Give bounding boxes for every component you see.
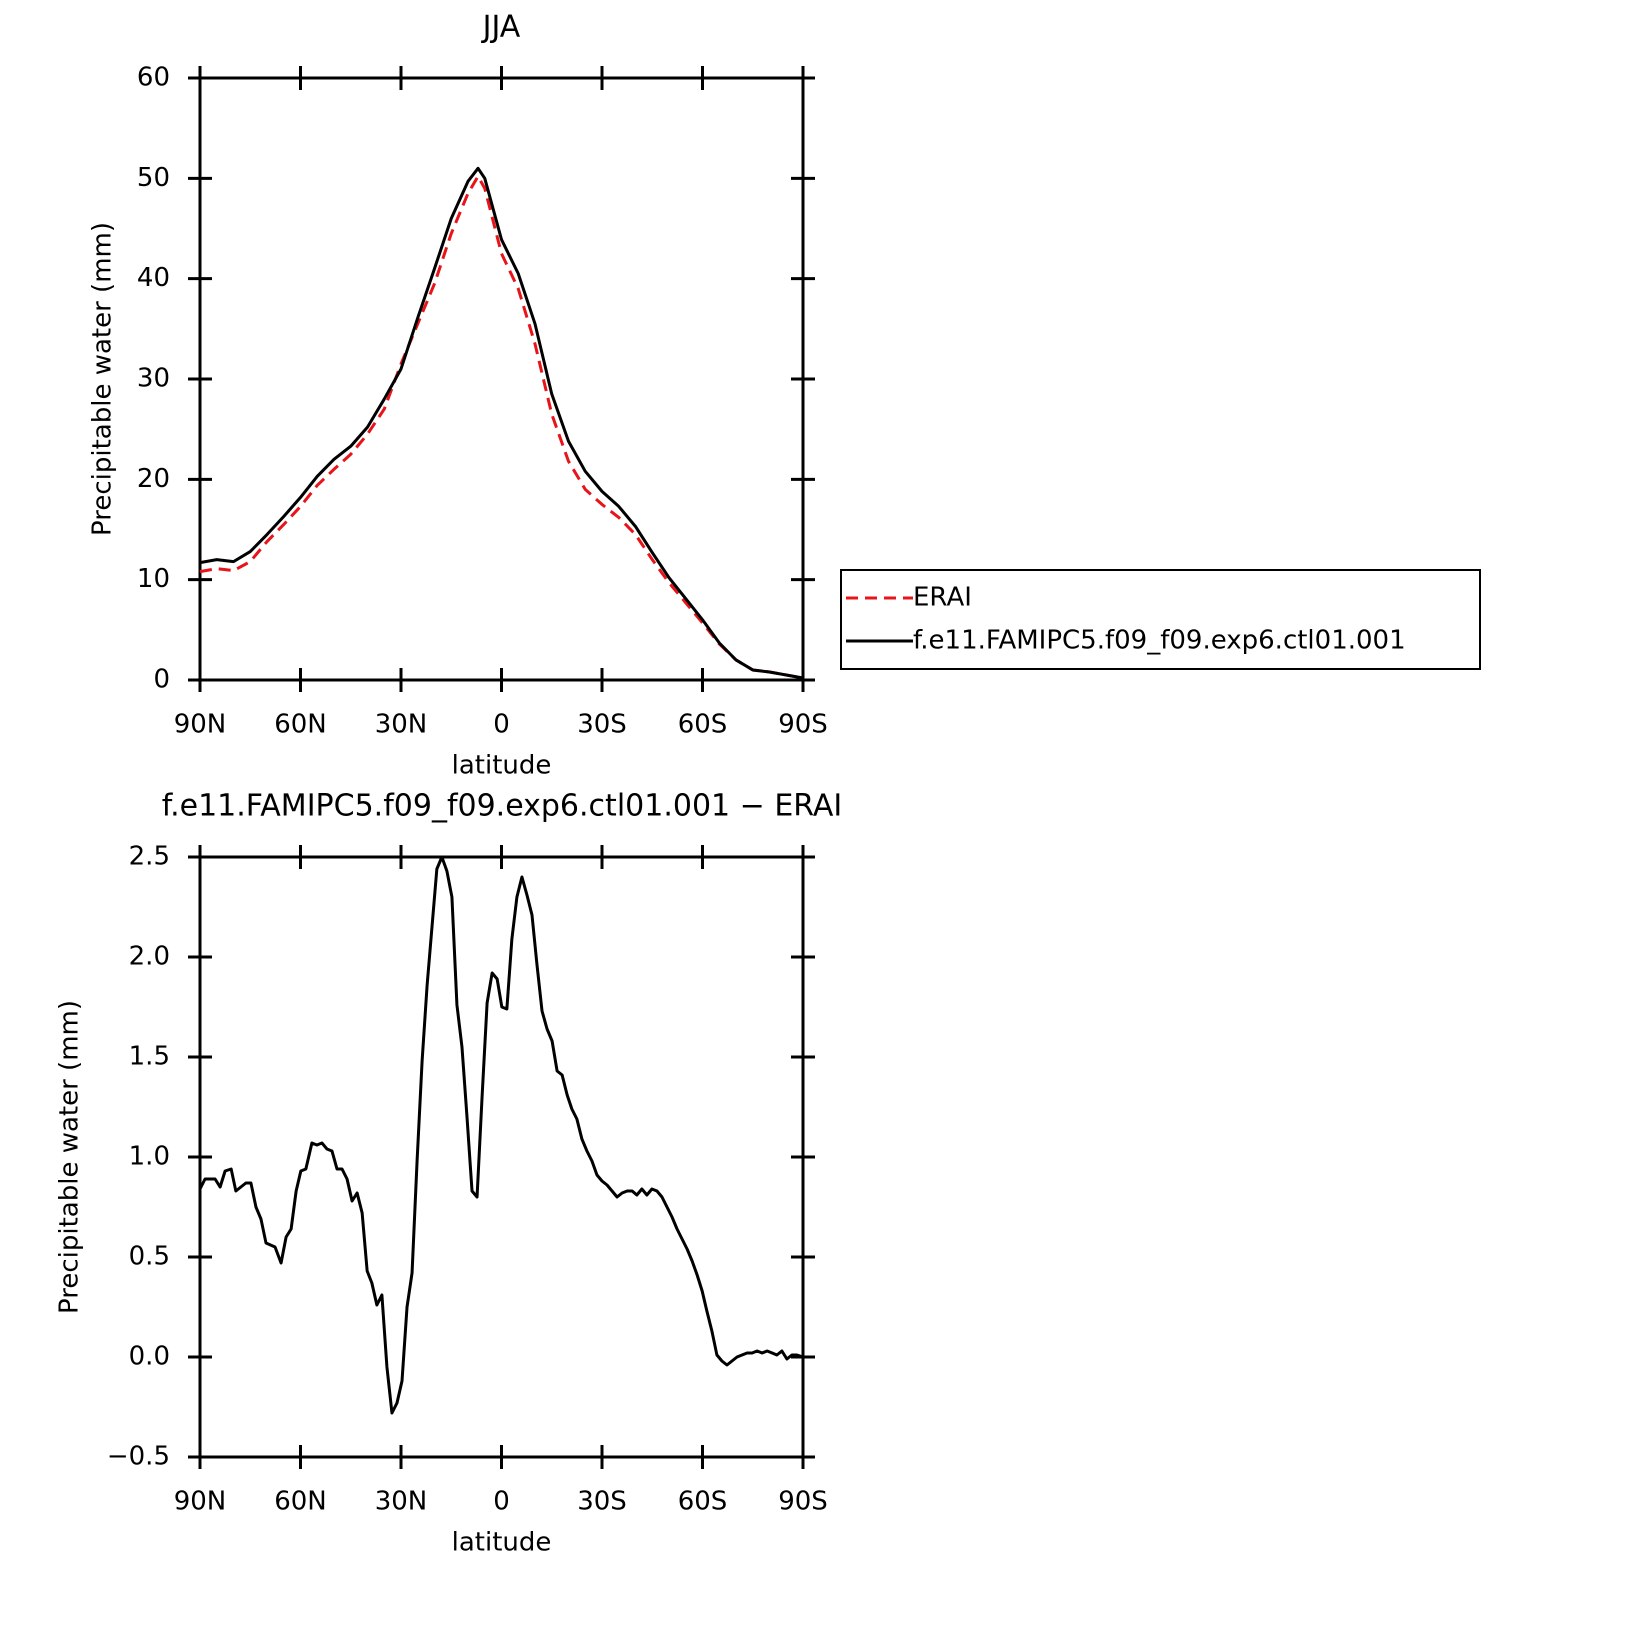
x-tick-label: 30S [577,710,627,740]
x-tick-label: 60S [678,710,728,740]
legend-label: f.e11.FAMIPC5.f09_f09.exp6.ctl01.001 [913,626,1406,656]
plot-frame [198,76,805,682]
y-tick-label: 20 [137,464,170,494]
x-tick-label: 60N [274,710,327,740]
plot-frame [198,855,805,1459]
x-tick-label: 30S [577,1487,627,1517]
y-tick-label: 0.5 [129,1242,170,1272]
data-line [199,166,804,680]
y-axis-label: Precipitable water (mm) [88,222,118,536]
chart-title: f.e11.FAMIPC5.f09_f09.exp6.ctl01.001 − E… [162,789,843,824]
x-axis-label: latitude [452,751,552,781]
y-tick-label: 30 [137,364,170,394]
legend-label: ERAI [913,583,972,613]
x-tick-label: 90S [778,710,828,740]
x-tick-label: 30N [375,710,428,740]
y-tick-label: 10 [137,564,170,594]
x-tick-label: 60S [678,1487,728,1517]
y-axis-label: Precipitable water (mm) [55,1000,85,1314]
x-tick-label: 0 [493,710,510,740]
x-axis-label: latitude [452,1528,552,1558]
y-tick-label: 0 [153,665,170,695]
y-tick-label: 0.0 [129,1342,170,1372]
y-tick-label: 60 [137,63,170,93]
x-tick-label: 90S [778,1487,828,1517]
chart-title: JJA [481,10,521,45]
y-tick-label: 1.0 [129,1142,170,1172]
data-line [198,855,804,1415]
y-tick-label: 50 [137,163,170,193]
y-tick-label: 2.0 [129,942,170,972]
y-tick-label: −0.5 [107,1442,170,1472]
data-line [199,174,804,680]
y-tick-label: 2.5 [129,842,170,872]
x-tick-label: 90N [174,710,227,740]
x-tick-label: 30N [375,1487,428,1517]
y-tick-label: 1.5 [129,1042,170,1072]
y-tick-label: 40 [137,263,170,293]
x-tick-label: 60N [274,1487,327,1517]
x-tick-label: 90N [174,1487,227,1517]
legend-box [840,569,1481,670]
x-tick-label: 0 [493,1487,510,1517]
